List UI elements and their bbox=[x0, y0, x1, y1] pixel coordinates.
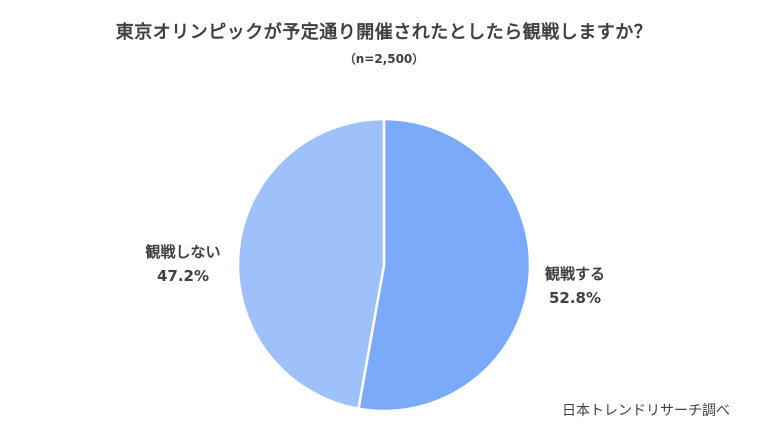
chart-subtitle: （n=2,500） bbox=[343, 52, 425, 66]
slice-label-not-watch: 観戦しない 47.2% bbox=[123, 240, 243, 288]
slice-label-watch-value: 52.8% bbox=[548, 289, 602, 307]
chart-title: 東京オリンピックが予定通り開催されたとしたら観戦しますか？ bbox=[115, 22, 653, 43]
source-note: 日本トレンドリサーチ調べ bbox=[562, 403, 730, 419]
pie-slice-not-watch bbox=[236, 117, 386, 410]
slice-label-not-watch-name: 観戦しない bbox=[145, 243, 221, 261]
slice-label-watch-name: 観戦する bbox=[544, 265, 605, 283]
pie-slice-watch bbox=[357, 117, 532, 413]
slice-label-not-watch-value: 47.2% bbox=[156, 267, 210, 285]
slice-label-watch: 観戦する 52.8% bbox=[520, 262, 630, 310]
